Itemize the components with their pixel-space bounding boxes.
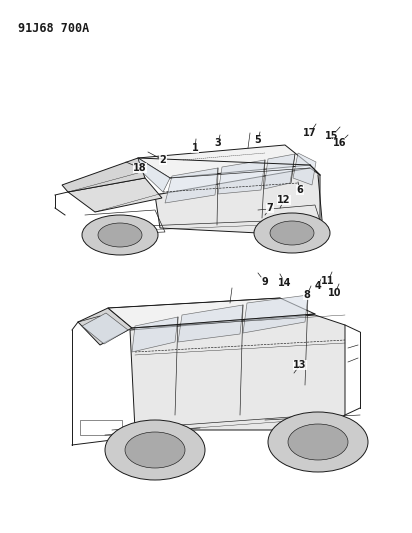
Polygon shape <box>78 308 132 345</box>
Text: 8: 8 <box>304 290 310 300</box>
Text: 6: 6 <box>297 185 303 195</box>
Text: 14: 14 <box>278 278 292 288</box>
Bar <box>80 420 122 435</box>
Ellipse shape <box>270 221 314 245</box>
Text: 10: 10 <box>328 288 342 298</box>
Polygon shape <box>138 158 170 192</box>
Ellipse shape <box>254 213 330 253</box>
Polygon shape <box>293 153 316 185</box>
Polygon shape <box>218 160 265 194</box>
Text: 4: 4 <box>315 281 321 291</box>
Ellipse shape <box>105 420 205 480</box>
Polygon shape <box>138 145 310 178</box>
Text: 2: 2 <box>159 155 166 165</box>
Text: 18: 18 <box>133 163 147 173</box>
Text: 17: 17 <box>303 128 317 138</box>
Polygon shape <box>165 168 218 203</box>
Polygon shape <box>68 178 162 212</box>
Ellipse shape <box>82 215 158 255</box>
Polygon shape <box>82 313 128 344</box>
Ellipse shape <box>125 432 185 468</box>
Text: 5: 5 <box>255 135 261 145</box>
Text: 3: 3 <box>215 138 221 148</box>
Polygon shape <box>264 154 295 189</box>
Text: 13: 13 <box>293 360 307 370</box>
Polygon shape <box>178 305 243 342</box>
Polygon shape <box>155 168 320 235</box>
Text: 7: 7 <box>267 203 274 213</box>
Polygon shape <box>132 317 178 352</box>
Text: 9: 9 <box>262 277 268 287</box>
Ellipse shape <box>288 424 348 460</box>
Text: 1: 1 <box>192 143 198 153</box>
Text: 12: 12 <box>277 195 291 205</box>
Polygon shape <box>62 158 145 192</box>
Text: 15: 15 <box>325 131 339 141</box>
Text: 16: 16 <box>333 138 347 148</box>
Polygon shape <box>243 295 308 333</box>
Ellipse shape <box>268 412 368 472</box>
Polygon shape <box>108 298 315 328</box>
Ellipse shape <box>98 223 142 247</box>
Polygon shape <box>130 315 345 430</box>
Text: 91J68 700A: 91J68 700A <box>18 22 89 35</box>
Text: 11: 11 <box>321 276 335 286</box>
